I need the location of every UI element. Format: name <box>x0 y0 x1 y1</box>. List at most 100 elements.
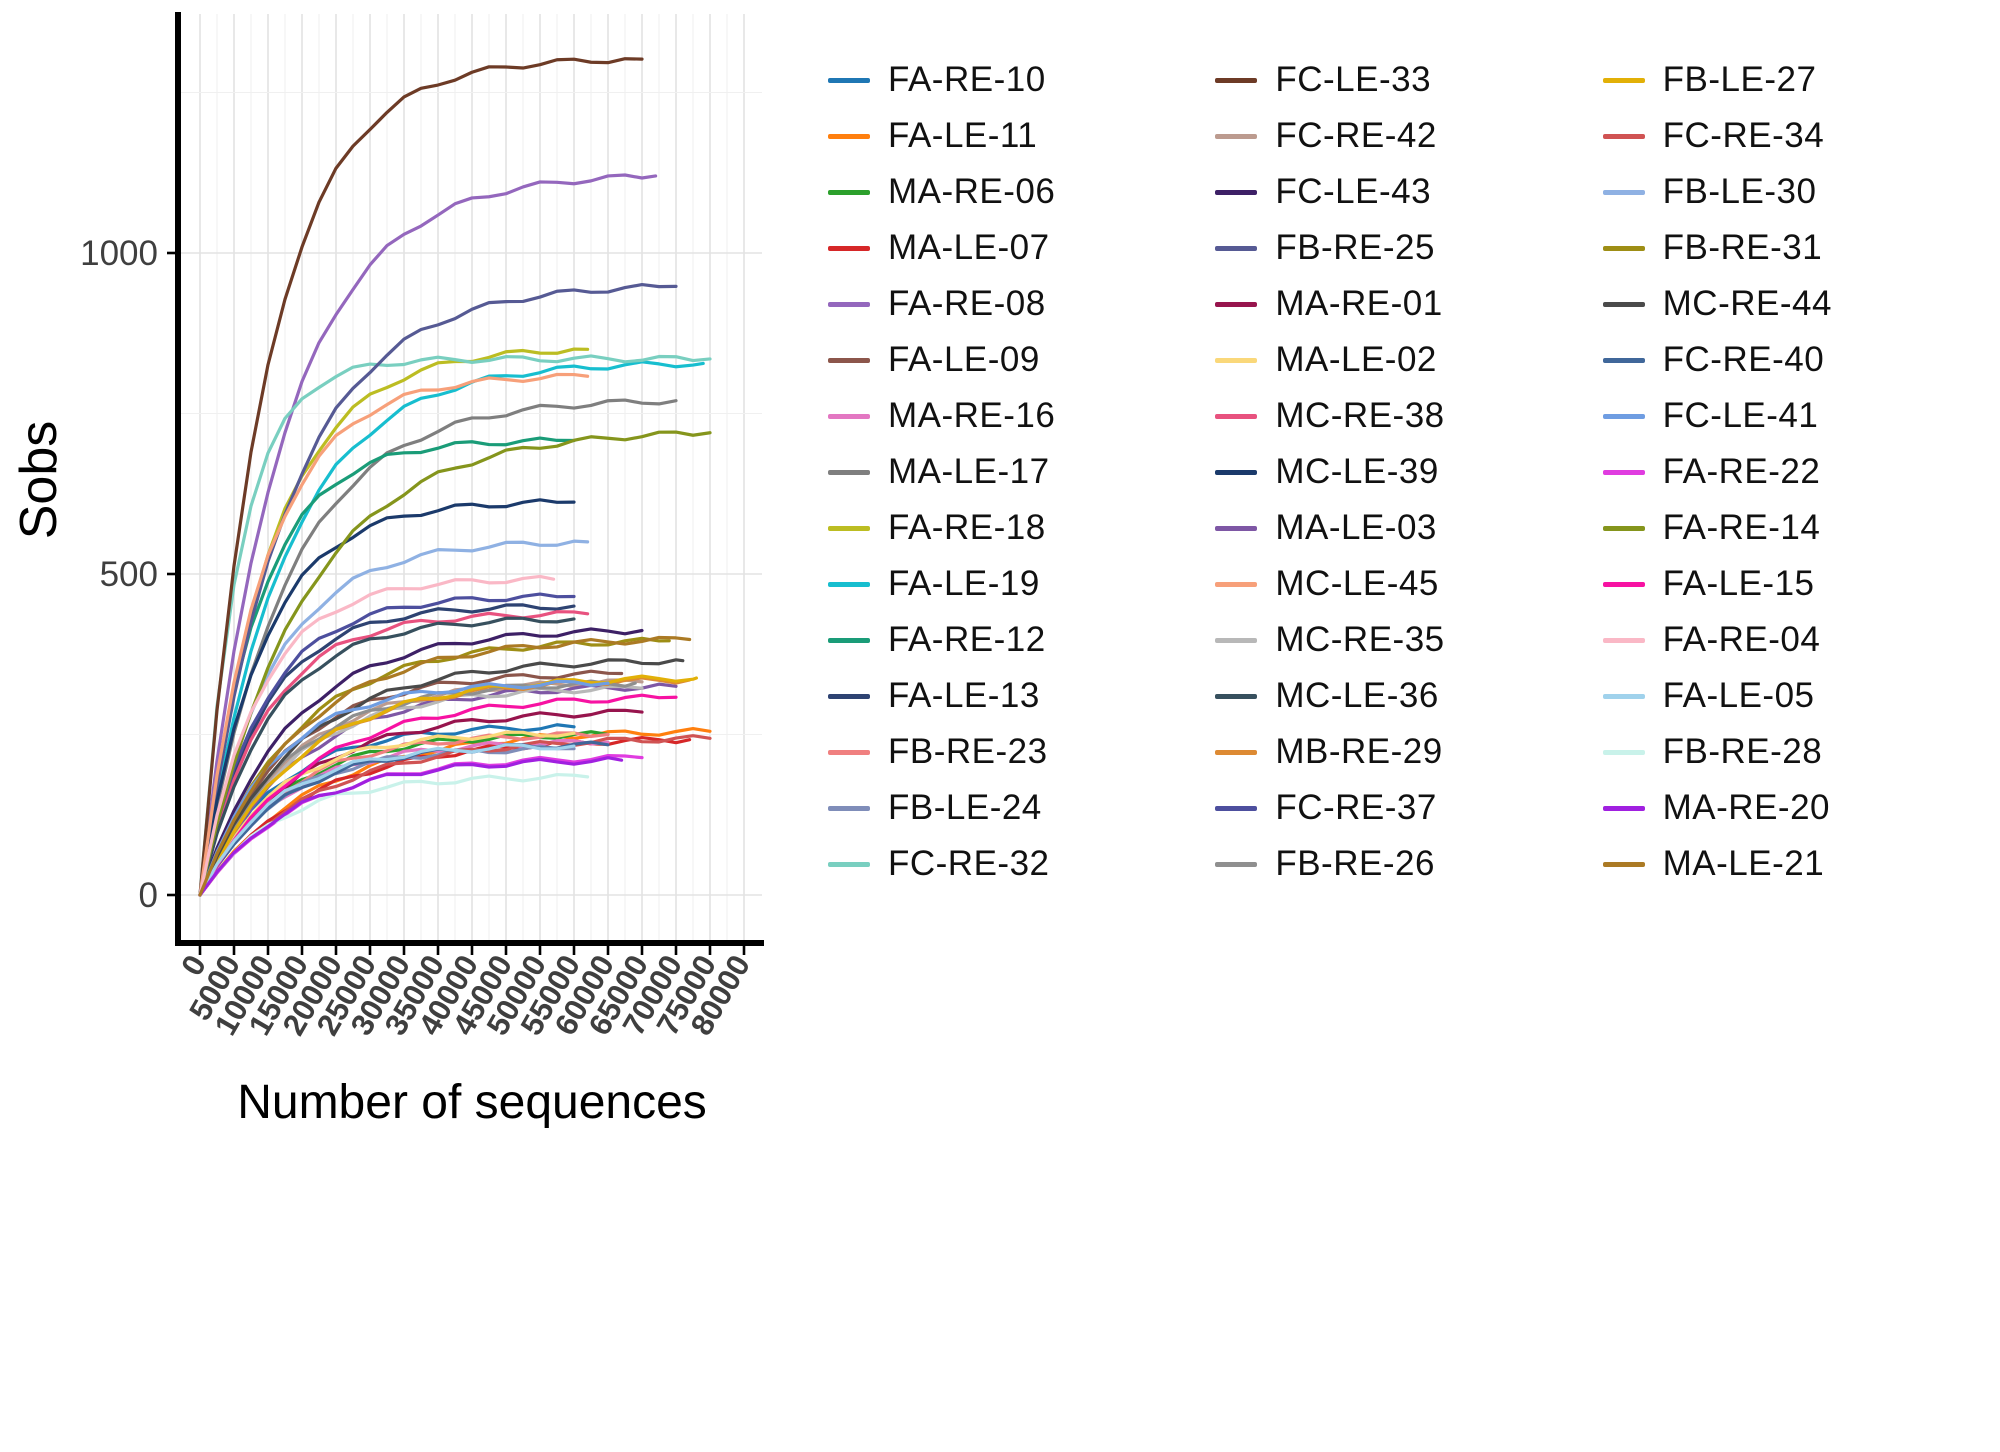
legend-item-FA-RE-14: FA-RE-14 <box>1602 500 1990 556</box>
legend-label: MC-LE-36 <box>1275 676 1439 715</box>
legend-label: FA-LE-15 <box>1662 564 1815 603</box>
legend-item-FA-LE-05: FA-LE-05 <box>1602 668 1990 724</box>
legend-item-MC-RE-35: MC-RE-35 <box>1215 612 1602 668</box>
legend-label: MA-RE-16 <box>888 396 1056 435</box>
y-tick-label: 0 <box>139 876 158 915</box>
legend-label: FB-LE-27 <box>1662 60 1817 99</box>
legend-line-swatch <box>1602 861 1645 867</box>
legend-label: MC-LE-45 <box>1275 564 1439 603</box>
legend-item-FB-RE-26: FB-RE-26 <box>1215 836 1602 892</box>
legend-item-FB-RE-28: FB-RE-28 <box>1602 724 1990 780</box>
legend-line-swatch <box>1602 637 1645 643</box>
legend-item-FA-LE-09: FA-LE-09 <box>828 332 1215 388</box>
series-line-FC-RE-37 <box>198 592 576 897</box>
legend-item-FA-RE-22: FA-RE-22 <box>1602 444 1990 500</box>
legend-item-FC-RE-32: FC-RE-32 <box>828 836 1215 892</box>
legend-item-MA-RE-01: MA-RE-01 <box>1215 276 1602 332</box>
legend-line-swatch <box>828 301 870 307</box>
series-lines <box>198 57 712 897</box>
legend-line-swatch <box>828 413 870 419</box>
legend-label: MC-RE-44 <box>1662 284 1832 323</box>
legend-item-FA-RE-04: FA-RE-04 <box>1602 612 1990 668</box>
legend-item-FC-RE-42: FC-RE-42 <box>1215 108 1602 164</box>
legend-item-FC-LE-41: FC-LE-41 <box>1602 388 1990 444</box>
legend-item-FB-RE-23: FB-RE-23 <box>828 724 1215 780</box>
legend-line-swatch <box>1602 805 1645 811</box>
series-line-FC-LE-33 <box>198 57 644 897</box>
legend-line-swatch <box>1215 77 1258 83</box>
legend-item-MC-LE-45: MC-LE-45 <box>1215 556 1602 612</box>
legend-line-swatch <box>1602 581 1645 587</box>
legend-label: FA-RE-22 <box>1662 452 1821 491</box>
legend-line-swatch <box>828 357 870 363</box>
legend-label: FA-RE-04 <box>1662 620 1821 659</box>
x-axis-title: Number of sequences <box>237 1076 707 1129</box>
legend-label: FB-LE-24 <box>888 788 1042 827</box>
legend-item-MA-LE-03: MA-LE-03 <box>1215 500 1602 556</box>
series-line-FA-LE-19 <box>198 360 705 897</box>
grid <box>178 14 762 940</box>
legend-item-FC-RE-34: FC-RE-34 <box>1602 108 1990 164</box>
legend-line-swatch <box>828 525 870 531</box>
series-line-FA-RE-12 <box>198 436 576 897</box>
legend-item-FB-LE-30: FB-LE-30 <box>1602 164 1990 220</box>
legend-line-swatch <box>1602 77 1645 83</box>
legend-line-swatch <box>1215 749 1258 755</box>
rarefaction-chart: 0500010000150002000025000300003500040000… <box>10 12 764 1129</box>
legend-label: FA-RE-08 <box>888 284 1046 323</box>
y-axis-title: Sobs <box>10 421 68 540</box>
legend-line-swatch <box>828 581 870 587</box>
legend-label: MA-LE-07 <box>888 228 1050 267</box>
legend-label: FA-LE-11 <box>888 116 1038 155</box>
legend-item-FA-LE-19: FA-LE-19 <box>828 556 1215 612</box>
legend-label: MA-RE-01 <box>1275 284 1443 323</box>
legend-label: MA-LE-21 <box>1662 844 1825 883</box>
legend-item-FB-LE-27: FB-LE-27 <box>1602 52 1990 108</box>
legend-item-MA-LE-21: MA-LE-21 <box>1602 836 1990 892</box>
legend-item-MA-LE-07: MA-LE-07 <box>828 220 1215 276</box>
legend-line-swatch <box>1602 693 1645 699</box>
legend-label: FC-RE-32 <box>888 844 1050 883</box>
series-line-MC-LE-39 <box>198 498 576 897</box>
legend-line-swatch <box>828 245 870 251</box>
legend-line-swatch <box>828 637 870 643</box>
legend-line-swatch <box>1215 413 1258 419</box>
series-line-FA-RE-10 <box>198 723 576 897</box>
legend-item-MA-RE-06: MA-RE-06 <box>828 164 1215 220</box>
series-line-FB-RE-28 <box>198 772 590 897</box>
legend-item-MA-LE-02: MA-LE-02 <box>1215 332 1602 388</box>
legend-item-FA-RE-18: FA-RE-18 <box>828 500 1215 556</box>
legend-item-FC-RE-37: FC-RE-37 <box>1215 780 1602 836</box>
legend-line-swatch <box>1215 805 1258 811</box>
legend-line-swatch <box>828 133 870 139</box>
series-line-FA-RE-04 <box>198 574 556 897</box>
series-line-FA-LE-05 <box>198 743 576 897</box>
y-tick-label: 1000 <box>80 234 158 273</box>
legend-line-swatch <box>1215 525 1258 531</box>
legend-item-MA-RE-20: MA-RE-20 <box>1602 780 1990 836</box>
series-line-FB-LE-27 <box>198 674 699 897</box>
legend-line-swatch <box>1602 413 1645 419</box>
legend-line-swatch <box>828 469 870 475</box>
series-line-MC-RE-44 <box>198 658 685 897</box>
legend-label: FB-LE-30 <box>1662 172 1817 211</box>
legend-label: MA-RE-06 <box>888 172 1056 211</box>
legend-label: FC-RE-40 <box>1662 340 1825 379</box>
legend-label: FC-LE-43 <box>1275 172 1432 211</box>
legend-item-FA-RE-10: FA-RE-10 <box>828 52 1215 108</box>
x-axis-ticks: 0500010000150002000025000300003500040000… <box>174 944 757 1041</box>
legend-label: FA-RE-10 <box>888 60 1046 99</box>
series-line-MC-LE-45 <box>198 372 590 897</box>
legend-line-swatch <box>1602 189 1645 195</box>
legend-line-swatch <box>828 77 870 83</box>
legend-label: FB-RE-25 <box>1275 228 1435 267</box>
series-line-MA-LE-17 <box>198 398 678 897</box>
legend-label: MC-LE-39 <box>1275 452 1439 491</box>
legend-label: FB-RE-31 <box>1662 228 1823 267</box>
legend-line-swatch <box>1602 749 1645 755</box>
legend-item-FA-RE-12: FA-RE-12 <box>828 612 1215 668</box>
legend-item-FA-LE-13: FA-LE-13 <box>828 668 1215 724</box>
legend-line-swatch <box>828 805 870 811</box>
legend-line-swatch <box>1602 301 1645 307</box>
legend-line-swatch <box>1215 469 1258 475</box>
